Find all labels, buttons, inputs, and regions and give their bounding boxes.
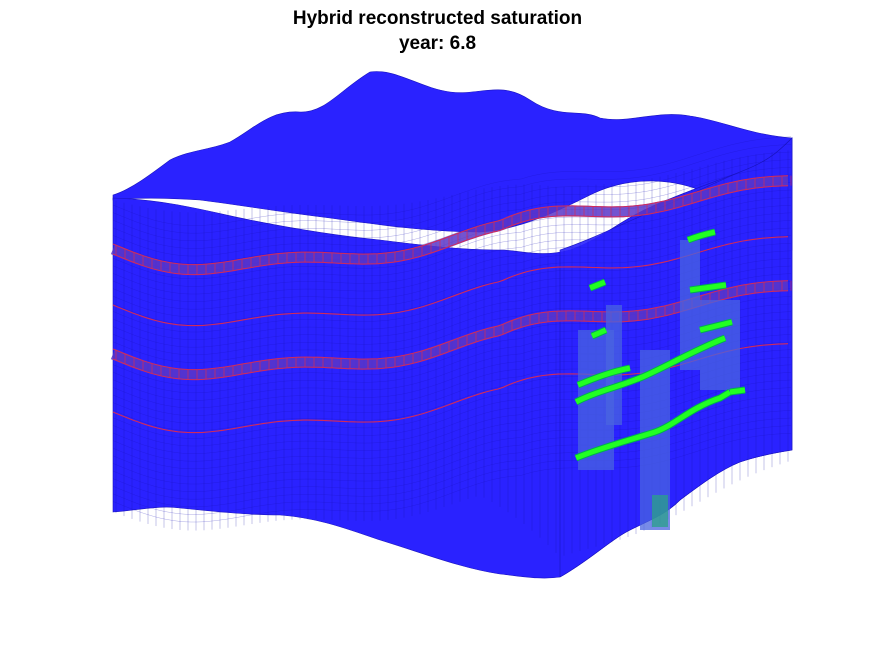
- grid-horizontal-line: [112, 296, 792, 386]
- plume-streak: [574, 335, 726, 405]
- reservoir-top-surface: [112, 71, 793, 251]
- grid-horizontal-line: [112, 319, 792, 409]
- grid-horizontal-line: [112, 167, 792, 257]
- layer-band-bottom: [112, 185, 789, 276]
- grid-horizontal-line: [112, 205, 792, 295]
- layer-band-fill: [110, 280, 789, 381]
- layer-line: [112, 236, 789, 327]
- layer-band-bottom: [112, 290, 789, 381]
- grid-horizontal-line: [112, 417, 792, 507]
- plume-streak: [575, 389, 732, 461]
- plume-column: [680, 240, 700, 370]
- grid-horizontal-line: [112, 372, 792, 462]
- layer-line: [112, 343, 789, 434]
- plume-streak: [589, 279, 606, 291]
- layer-band-fill: [110, 175, 789, 276]
- grid-horizontal-line: [112, 235, 792, 325]
- grid-horizontal-line: [112, 273, 792, 363]
- grid-horizontal-line: [112, 379, 792, 469]
- grid-horizontal-line: [112, 349, 792, 439]
- grid-horizontal-line: [112, 136, 792, 226]
- layer-band-top: [112, 175, 789, 266]
- grid-horizontal-line: [112, 227, 792, 317]
- plume-streak: [591, 327, 607, 339]
- grid-horizontal-line: [112, 212, 792, 302]
- plume-column: [606, 305, 622, 425]
- grid-horizontal-line: [112, 151, 792, 241]
- grid-horizontal-line: [112, 220, 792, 310]
- grid-horizontal-line: [112, 433, 792, 523]
- grid-horizontal-line: [112, 189, 792, 279]
- grid-horizontal-line: [112, 387, 792, 477]
- plume-column: [652, 495, 668, 527]
- grid-horizontal-line: [112, 197, 792, 287]
- grid-horizontal-line: [112, 364, 792, 454]
- plume-streak: [577, 365, 631, 388]
- grid-horizontal-line: [112, 258, 792, 348]
- figure-title: Hybrid reconstructed saturation: [292, 8, 583, 29]
- highlighted-layers: [110, 175, 792, 434]
- grid-horizontal-line: [112, 410, 792, 500]
- grid-horizontal-line: [112, 243, 792, 333]
- grid-horizontal-line: [112, 250, 792, 340]
- grid-horizontal-line: [112, 144, 792, 234]
- grid-horizontal-line: [112, 341, 792, 431]
- plume-streak: [689, 282, 727, 293]
- grid-horizontal-line: [112, 425, 792, 515]
- plume-streak: [699, 319, 733, 333]
- grid-horizontal-line: [112, 326, 792, 416]
- grid-horizontal-line: [112, 402, 792, 492]
- saturation-plume: [574, 228, 746, 530]
- layer-band-top: [112, 280, 789, 371]
- grid-horizontal-line: [112, 311, 792, 401]
- grid-horizontal-line: [112, 265, 792, 355]
- grid-horizontal-line: [112, 159, 792, 249]
- grid-horizontal-line: [112, 357, 792, 447]
- grid-horizontal-line: [112, 303, 792, 393]
- figure-subtitle: year: 6.8: [398, 33, 477, 54]
- plume-streak: [687, 229, 716, 243]
- plume-streak: [729, 387, 746, 395]
